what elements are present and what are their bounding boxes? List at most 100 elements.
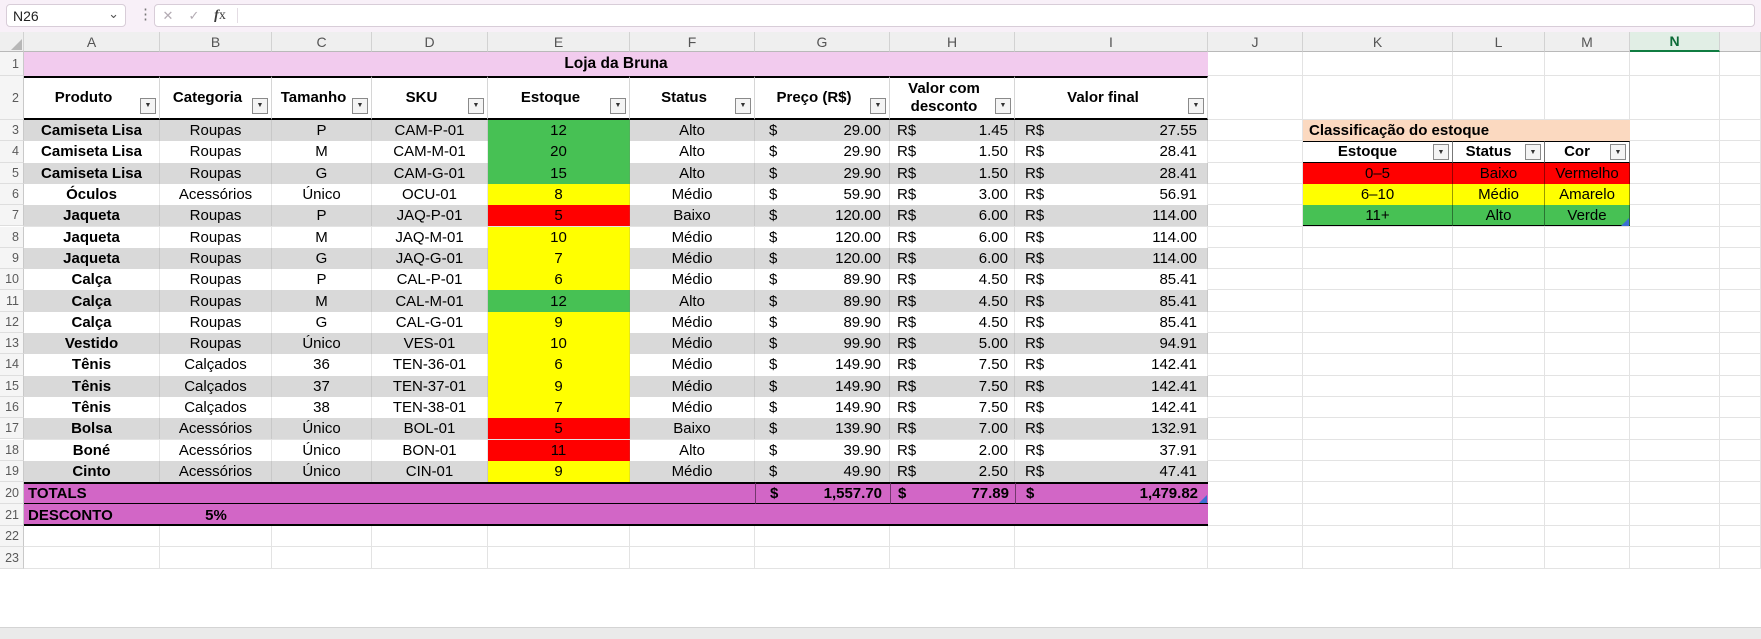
filter-button-E[interactable]: ▼ (610, 98, 626, 114)
column-header-B[interactable]: B (160, 32, 272, 52)
cell-G8[interactable]: $120.00 (755, 226, 890, 248)
cell-H9[interactable]: R$ 6.00 (890, 247, 1015, 270)
cell-F8[interactable]: Médio (630, 226, 755, 248)
cell-F5[interactable]: Alto (630, 162, 755, 184)
column-header-G[interactable]: G (755, 32, 890, 52)
cell-C16[interactable]: 38 (272, 396, 372, 419)
column-header-I[interactable]: I (1015, 32, 1208, 52)
row-header-5[interactable]: 5 (0, 162, 24, 184)
header-G[interactable]: Preço (R$) ▼ (755, 76, 890, 120)
row-header-15[interactable]: 15 (0, 375, 24, 397)
chevron-down-icon[interactable]: ⌄ (108, 5, 119, 21)
cell-D12[interactable]: CAL-G-01 (372, 311, 488, 333)
row-header-2[interactable]: 2 (0, 76, 24, 120)
cell-E18[interactable]: 11 (488, 439, 630, 461)
cell-I16[interactable]: R$ 142.41 (1015, 396, 1208, 419)
cell-E8[interactable]: 10 (488, 226, 630, 248)
cell-B9[interactable]: Roupas (160, 247, 272, 270)
classification-header-status[interactable]: Status ▼ (1453, 141, 1545, 163)
cell-I19[interactable]: R$ 47.41 (1015, 460, 1208, 483)
header-B[interactable]: Categoria ▼ (160, 76, 272, 120)
cell-D4[interactable]: CAM-M-01 (372, 141, 488, 163)
cell-F4[interactable]: Alto (630, 141, 755, 163)
filter-button-class-Estoque[interactable]: ▼ (1433, 144, 1449, 161)
row-header-11[interactable]: 11 (0, 290, 24, 312)
cell-E14[interactable]: 6 (488, 354, 630, 376)
classification-header-cor[interactable]: Cor ▼ (1545, 141, 1630, 163)
cell-G15[interactable]: $149.90 (755, 375, 890, 397)
cell-C18[interactable]: Único (272, 439, 372, 461)
totals-I[interactable]: $1,479.82 (1015, 482, 1208, 505)
cell-B18[interactable]: Acessórios (160, 439, 272, 461)
cell-D19[interactable]: CIN-01 (372, 460, 488, 483)
cell-B10[interactable]: Roupas (160, 269, 272, 291)
cell-D17[interactable]: BOL-01 (372, 418, 488, 440)
header-F[interactable]: Status ▼ (630, 76, 755, 120)
cell-H14[interactable]: R$ 7.50 (890, 354, 1015, 376)
cell-E11[interactable]: 12 (488, 290, 630, 312)
cell-I8[interactable]: R$ 114.00 (1015, 226, 1208, 248)
cell-F14[interactable]: Médio (630, 354, 755, 376)
column-header-L[interactable]: L (1453, 32, 1545, 52)
cancel-icon[interactable]: ✕ (162, 7, 174, 23)
cell-H3[interactable]: R$ 1.45 (890, 120, 1015, 142)
cell-D18[interactable]: BON-01 (372, 439, 488, 461)
cell-C13[interactable]: Único (272, 333, 372, 355)
column-header-K[interactable]: K (1303, 32, 1453, 52)
header-D[interactable]: SKU ▼ (372, 76, 488, 120)
cell-B7[interactable]: Roupas (160, 205, 272, 227)
row-header-9[interactable]: 9 (0, 247, 24, 270)
formula-input[interactable] (242, 7, 1754, 24)
row-header-19[interactable]: 19 (0, 460, 24, 483)
cell-F17[interactable]: Baixo (630, 418, 755, 440)
filter-button-B[interactable]: ▼ (252, 98, 268, 114)
cell-A9[interactable]: Jaqueta (24, 247, 160, 270)
row-header-3[interactable]: 3 (0, 120, 24, 142)
header-I[interactable]: Valor final ▼ (1015, 76, 1208, 120)
cell-H8[interactable]: R$ 6.00 (890, 226, 1015, 248)
cell-I13[interactable]: R$ 94.91 (1015, 333, 1208, 355)
cell-F3[interactable]: Alto (630, 120, 755, 142)
fx-icon[interactable]: fx (214, 7, 226, 23)
cell-I11[interactable]: R$ 85.41 (1015, 290, 1208, 312)
classification-cell-7-2[interactable]: Verde (1545, 205, 1630, 227)
cell-I7[interactable]: R$ 114.00 (1015, 205, 1208, 227)
cell-D10[interactable]: CAL-P-01 (372, 269, 488, 291)
cell-G12[interactable]: $89.90 (755, 311, 890, 333)
cell-G6[interactable]: $59.90 (755, 183, 890, 206)
header-H[interactable]: Valor com desconto ▼ (890, 76, 1015, 120)
classification-cell-7-1[interactable]: Alto (1453, 205, 1545, 227)
row-header-17[interactable]: 17 (0, 418, 24, 440)
cell-F9[interactable]: Médio (630, 247, 755, 270)
column-header-D[interactable]: D (372, 32, 488, 52)
cell-E5[interactable]: 15 (488, 162, 630, 184)
cell-G4[interactable]: $29.90 (755, 141, 890, 163)
cell-B4[interactable]: Roupas (160, 141, 272, 163)
cell-E12[interactable]: 9 (488, 311, 630, 333)
cell-E6[interactable]: 8 (488, 183, 630, 206)
cell-C12[interactable]: G (272, 311, 372, 333)
cell-D8[interactable]: JAQ-M-01 (372, 226, 488, 248)
more-options-icon[interactable]: ⋮ (138, 6, 153, 23)
cell-F11[interactable]: Alto (630, 290, 755, 312)
cell-H6[interactable]: R$ 3.00 (890, 183, 1015, 206)
classification-cell-6-2[interactable]: Amarelo (1545, 183, 1630, 206)
cell-D13[interactable]: VES-01 (372, 333, 488, 355)
cell-E13[interactable]: 10 (488, 333, 630, 355)
cell-H10[interactable]: R$ 4.50 (890, 269, 1015, 291)
filter-button-D[interactable]: ▼ (468, 98, 484, 114)
cell-D11[interactable]: CAL-M-01 (372, 290, 488, 312)
cell-D5[interactable]: CAM-G-01 (372, 162, 488, 184)
column-header-J[interactable]: J (1208, 32, 1303, 52)
cell-B16[interactable]: Calçados (160, 396, 272, 419)
column-header-H[interactable]: H (890, 32, 1015, 52)
filter-button-class-Status[interactable]: ▼ (1525, 144, 1541, 161)
row-header-20[interactable]: 20 (0, 482, 24, 505)
cell-I4[interactable]: R$ 28.41 (1015, 141, 1208, 163)
cell-B12[interactable]: Roupas (160, 311, 272, 333)
cell-A6[interactable]: Óculos (24, 183, 160, 206)
cell-I6[interactable]: R$ 56.91 (1015, 183, 1208, 206)
cell-G18[interactable]: $39.90 (755, 439, 890, 461)
cell-B15[interactable]: Calçados (160, 375, 272, 397)
row-header-16[interactable]: 16 (0, 396, 24, 419)
